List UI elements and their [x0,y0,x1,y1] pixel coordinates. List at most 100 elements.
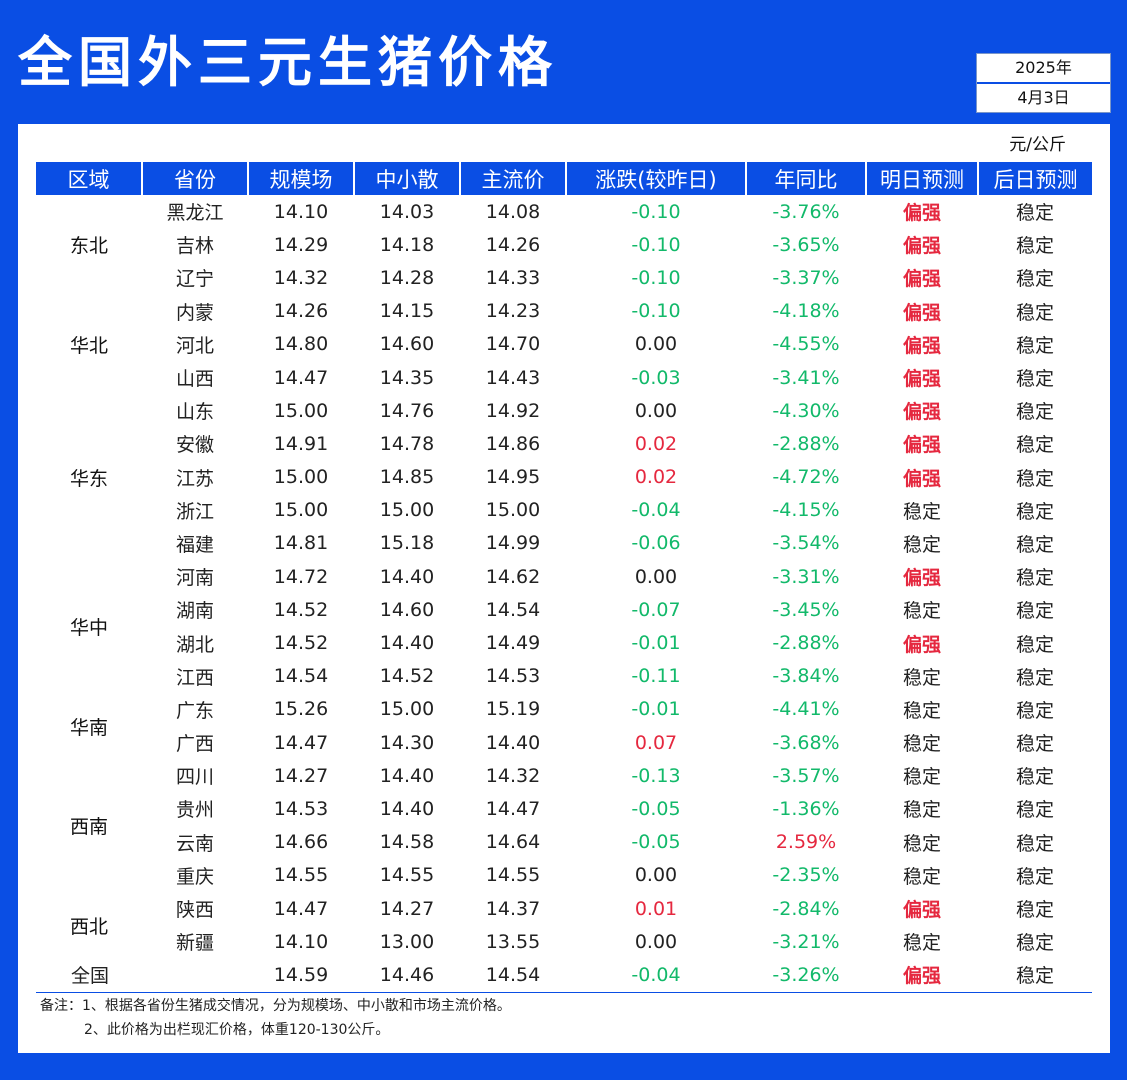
yoy-cell: -3.76% [772,200,840,223]
small-farm-price: 14.58 [379,831,435,854]
after-tomorrow-forecast: 稳定 [1015,202,1054,225]
table-row: 西南 四川 14.27 14.40 14.32 -0.13 -3.57% 稳定 稳定 [36,759,1092,838]
large-farm-price: 14.72 [273,565,329,588]
small-farm-price: 14.78 [379,432,435,455]
small-farm-price: 14.85 [379,466,435,489]
after-tomorrow-forecast: 稳定 [1015,533,1054,556]
col-header: 中小散 [354,162,461,195]
yoy-cell: -1.36% [772,797,840,820]
notes: 备注：1、根据各省份生猪成交情况，分为规模场、中小散和市场主流价格。 2、此价格… [40,994,511,1042]
small-farm-price: 14.60 [379,598,435,621]
yoy-cell: 2.59% [775,831,837,854]
main-price: 14.86 [485,432,541,455]
yoy-cell: -4.72% [772,466,840,489]
region-cell: 西北 [69,915,108,938]
col-header: 明日预测 [866,162,979,195]
main-price: 14.32 [485,764,541,787]
tomorrow-forecast: 稳定 [902,533,941,556]
tomorrow-forecast: 偏强 [902,899,941,922]
large-farm-price: 14.55 [273,864,329,887]
table-row: 云南 14.66 14.58 14.64 -0.05 2.59% 稳定 稳定 [36,826,1092,859]
province-cell: 陕西 [175,899,214,922]
region-cell: 西南 [69,816,108,839]
main-price: 14.53 [485,665,541,688]
table-row: 福建 14.81 15.18 14.99 -0.06 -3.54% 稳定 稳定 [36,527,1092,560]
date-day: 4月3日 [977,82,1110,112]
province-cell: 黑龙江 [166,202,224,225]
change-cell: -0.01 [631,698,681,721]
col-header: 规模场 [248,162,355,195]
change-cell: 0.01 [634,897,678,920]
province-cell: 新疆 [175,932,214,955]
tomorrow-forecast: 偏强 [902,202,941,225]
small-farm-price: 14.76 [379,399,435,422]
after-tomorrow-forecast: 稳定 [1015,699,1054,722]
change-cell: -0.10 [631,233,681,256]
tomorrow-forecast: 偏强 [902,301,941,324]
change-cell: -0.10 [631,266,681,289]
tomorrow-forecast: 稳定 [902,733,941,756]
small-farm-price: 14.46 [354,958,460,993]
after-tomorrow-forecast: 稳定 [1015,865,1054,888]
main-price: 14.23 [485,300,541,323]
after-tomorrow-forecast: 稳定 [1015,368,1054,391]
province-cell: 江西 [175,666,214,689]
after-tomorrow-forecast: 稳定 [1015,799,1054,822]
province-cell: 山西 [175,368,214,391]
table-row: 华北 内蒙 14.26 14.15 14.23 -0.10 -4.18% 偏强 稳定 [36,295,1092,357]
large-farm-price: 14.47 [273,897,329,920]
table-row: 西北 陕西 14.47 14.27 14.37 0.01 -2.84% 偏强 稳定 [36,892,1092,938]
yoy-cell: -2.88% [772,632,840,655]
table-row: 山西 14.47 14.35 14.43 -0.03 -3.41% 偏强 稳定 [36,361,1092,394]
main-price: 14.54 [485,598,541,621]
after-tomorrow-forecast: 稳定 [1015,567,1054,590]
change-cell: 0.02 [634,466,678,489]
small-farm-price: 15.00 [379,499,435,522]
small-farm-price: 14.40 [379,764,435,787]
large-farm-price: 14.81 [273,532,329,555]
main-price: 14.26 [485,233,541,256]
main-price: 14.92 [485,399,541,422]
main-price: 13.55 [485,930,541,953]
yoy-cell: -3.54% [772,532,840,555]
change-cell: 0.00 [634,864,678,887]
after-tomorrow-forecast: 稳定 [1015,899,1054,922]
main-price: 14.43 [485,366,541,389]
province-cell: 广东 [175,699,214,722]
tomorrow-forecast: 稳定 [902,865,941,888]
yoy-cell: -3.26% [746,958,866,993]
yoy-cell: -4.18% [772,300,840,323]
col-header: 主流价 [460,162,567,195]
main-price: 14.95 [485,466,541,489]
table-row: 广西 14.47 14.30 14.40 0.07 -3.68% 稳定 稳定 [36,726,1092,759]
small-farm-price: 14.27 [379,897,435,920]
table-row: 安徽 14.91 14.78 14.86 0.02 -2.88% 偏强 稳定 [36,427,1092,460]
change-cell: 0.07 [634,731,678,754]
small-farm-price: 14.40 [379,632,435,655]
large-farm-price: 14.47 [273,731,329,754]
main-price: 14.70 [485,333,541,356]
main-price: 14.47 [485,797,541,820]
price-panel: 元/公斤 区域 省份 规模场 中小散 主流价 涨跌(较昨日) 年同比 明日预测 … [18,124,1110,1053]
small-farm-price: 14.15 [379,300,435,323]
yoy-cell: -4.55% [772,333,840,356]
large-farm-price: 14.29 [273,233,329,256]
small-farm-price: 14.30 [379,731,435,754]
after-tomorrow-forecast: 稳定 [1015,434,1054,457]
yoy-cell: -3.45% [772,598,840,621]
province-cell: 山东 [175,401,214,424]
change-cell: 0.00 [634,565,678,588]
after-tomorrow-forecast: 稳定 [1015,401,1054,424]
table-row: 吉林 14.29 14.18 14.26 -0.10 -3.65% 偏强 稳定 [36,228,1092,261]
change-cell: -0.13 [631,764,681,787]
region-cell: 华南 [69,716,108,739]
large-farm-price: 14.32 [273,266,329,289]
tomorrow-forecast: 偏强 [902,401,941,424]
change-cell: 0.02 [634,432,678,455]
province-cell: 江苏 [175,467,214,490]
after-tomorrow-forecast: 稳定 [1015,334,1054,357]
table-row: 湖北 14.52 14.40 14.49 -0.01 -2.88% 偏强 稳定 [36,626,1092,659]
tomorrow-forecast: 稳定 [902,799,941,822]
large-farm-price: 15.00 [273,499,329,522]
page-title: 全国外三元生猪价格 [18,31,558,94]
